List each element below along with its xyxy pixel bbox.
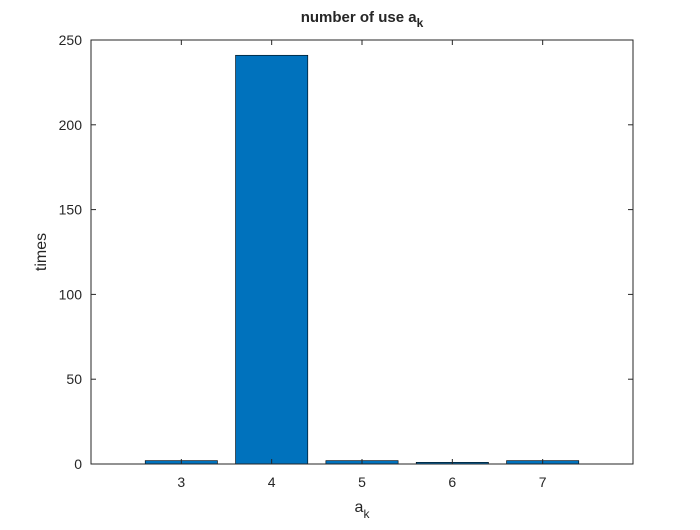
ticks-group <box>91 39 633 465</box>
y-tick-label-250: 250 <box>59 32 83 48</box>
y-tick-label-50: 50 <box>66 371 82 387</box>
bar-4 <box>235 54 309 465</box>
bars-group <box>144 54 580 465</box>
chart-title-main: number of use a <box>301 9 418 26</box>
x-tick-label-6: 6 <box>448 474 456 490</box>
y-tick-label-150: 150 <box>59 202 83 218</box>
y-tick-label-100: 100 <box>59 286 83 302</box>
axes-box <box>90 39 634 465</box>
tick-labels-group: 3 4 5 6 7 0 50 100 150 200 250 <box>59 32 547 490</box>
chart-title: number of use ak <box>301 9 424 30</box>
x-axis-label-subscript: k <box>363 507 370 521</box>
y-tick-label-0: 0 <box>74 456 82 472</box>
x-tick-label-3: 3 <box>177 474 185 490</box>
chart-title-subscript: k <box>417 16 424 30</box>
x-tick-label-4: 4 <box>268 474 276 490</box>
y-axis-label: times <box>33 233 50 271</box>
x-axis-label-main: a <box>355 499 364 516</box>
y-tick-label-200: 200 <box>59 117 83 133</box>
x-tick-label-5: 5 <box>358 474 366 490</box>
x-tick-label-7: 7 <box>539 474 547 490</box>
x-axis-label: ak <box>355 499 371 521</box>
